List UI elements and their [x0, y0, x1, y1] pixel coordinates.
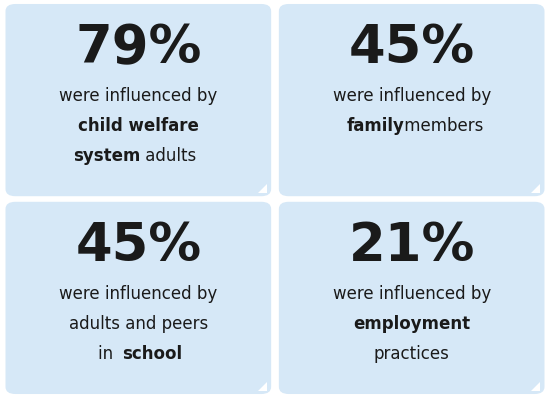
Text: 79%: 79% — [75, 22, 201, 74]
Text: system: system — [73, 147, 140, 165]
Polygon shape — [531, 382, 540, 391]
Text: 21%: 21% — [349, 220, 475, 272]
FancyBboxPatch shape — [6, 202, 271, 394]
Polygon shape — [258, 382, 267, 391]
Polygon shape — [258, 184, 267, 193]
FancyBboxPatch shape — [279, 4, 544, 196]
Text: 45%: 45% — [349, 22, 475, 74]
Text: practices: practices — [374, 345, 449, 363]
Text: child welfare: child welfare — [78, 117, 199, 135]
Text: family: family — [346, 117, 404, 135]
Text: adults: adults — [140, 147, 196, 165]
Text: school: school — [122, 345, 182, 363]
FancyBboxPatch shape — [6, 4, 271, 196]
Text: members: members — [399, 117, 484, 135]
Text: were influenced by: were influenced by — [59, 88, 217, 105]
Text: were influenced by: were influenced by — [333, 88, 491, 105]
Text: 45%: 45% — [75, 220, 201, 272]
Polygon shape — [531, 184, 540, 193]
Text: were influenced by: were influenced by — [59, 285, 217, 303]
Text: were influenced by: were influenced by — [333, 285, 491, 303]
Text: employment: employment — [353, 315, 470, 333]
Text: in: in — [98, 345, 118, 363]
Text: adults and peers: adults and peers — [69, 315, 208, 333]
FancyBboxPatch shape — [279, 202, 544, 394]
